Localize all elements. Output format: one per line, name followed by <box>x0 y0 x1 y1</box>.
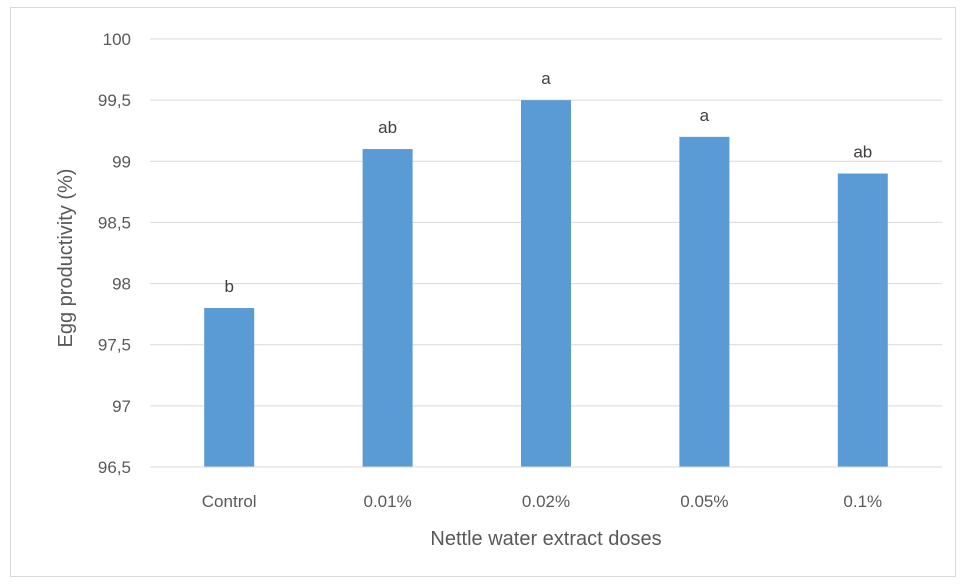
x-tick-label: Control <box>202 492 257 511</box>
data-label: a <box>700 106 710 125</box>
data-labels: b ab a a ab <box>224 69 872 296</box>
chart-frame <box>10 7 956 577</box>
data-label: ab <box>378 118 397 137</box>
x-axis-ticks: Control 0.01% 0.02% 0.05% 0.1% <box>202 492 882 511</box>
y-axis-title: Egg productivity (%) <box>55 169 77 348</box>
bar <box>521 100 571 468</box>
data-label: ab <box>853 143 872 162</box>
bar <box>837 173 888 467</box>
y-axis-ticks: 96,5 97 97,5 98 98,5 99 99,5 100 <box>98 30 131 477</box>
x-tick-label: 0.02% <box>522 492 570 511</box>
data-label: a <box>541 69 551 88</box>
bar <box>362 149 413 468</box>
y-tick-label: 100 <box>103 30 131 49</box>
y-tick-label: 97,5 <box>98 336 131 355</box>
bar <box>204 308 255 467</box>
x-tick-label: 0.01% <box>363 492 411 511</box>
bars <box>204 100 888 468</box>
y-tick-label: 98,5 <box>98 213 131 232</box>
x-tick-label: 0.1% <box>843 492 882 511</box>
y-tick-label: 97 <box>112 397 131 416</box>
y-tick-label: 98 <box>112 275 131 294</box>
y-tick-label: 99,5 <box>98 91 131 110</box>
y-tick-label: 99 <box>112 152 131 171</box>
y-tick-label: 96,5 <box>98 458 131 477</box>
x-tick-label: 0.05% <box>680 492 728 511</box>
x-axis-title: Nettle water extract doses <box>430 528 661 550</box>
bar <box>679 136 730 468</box>
data-label: b <box>224 277 233 296</box>
